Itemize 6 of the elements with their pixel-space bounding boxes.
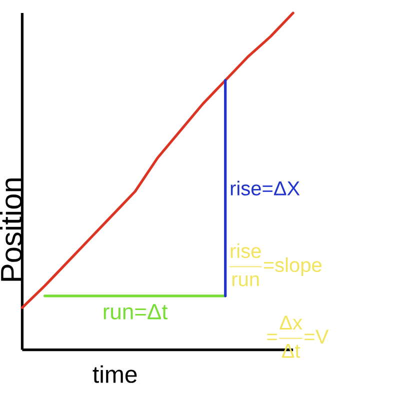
x-axis-title: time	[92, 365, 137, 384]
annotation: $\text{rise=ΔX}$	[230, 180, 300, 196]
annotation: $\text{=}\frac{\text{Δx}}{\text{Δt}}\text{=V}$	[267, 316, 329, 358]
y-axis-title: Position	[0, 178, 22, 281]
series-label: run=Δt	[104, 304, 168, 320]
annotation: $\frac{\text{rise}}{\text{run}}\text{=slope}$	[230, 243, 322, 286]
